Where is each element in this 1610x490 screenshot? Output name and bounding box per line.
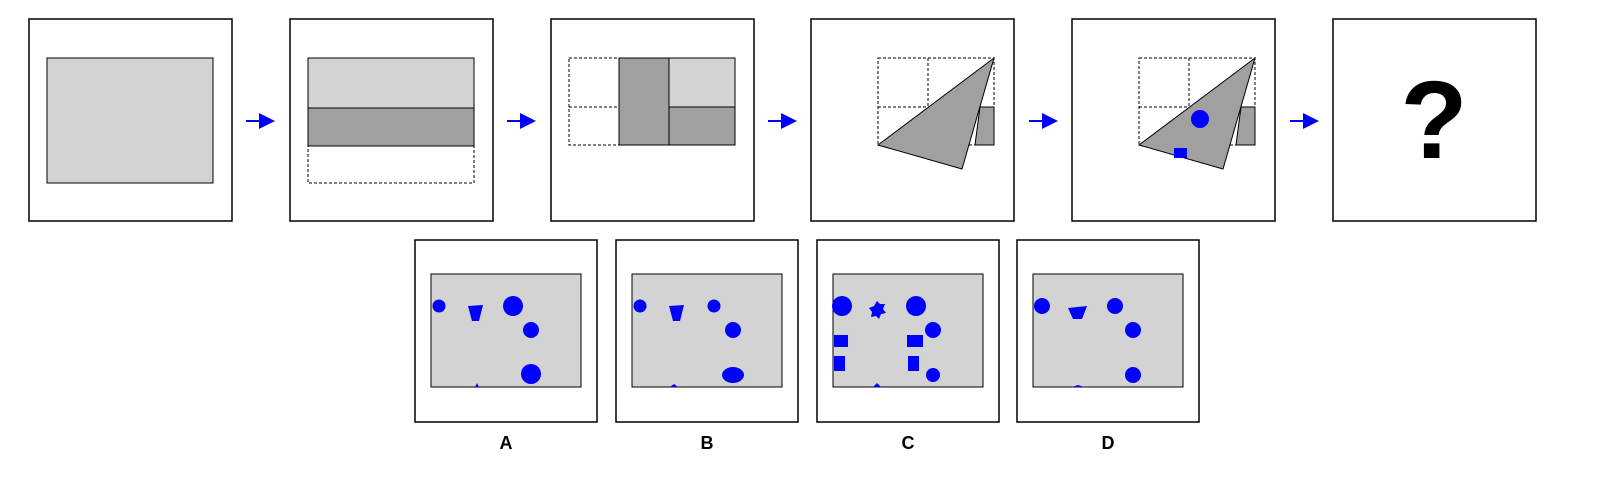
hole-star — [869, 301, 886, 319]
hole-circle — [523, 322, 539, 338]
option-label: D — [1102, 433, 1115, 453]
fold-outline-dashed — [307, 145, 475, 184]
paper-top-section — [307, 57, 475, 109]
step-1-panel — [28, 18, 233, 222]
option-a[interactable]: A — [414, 239, 598, 453]
hole-circle — [832, 296, 852, 316]
hole-circle — [1125, 322, 1141, 338]
step-3-panel — [550, 18, 755, 222]
hole-square — [908, 356, 919, 371]
option-b[interactable]: B — [615, 239, 799, 453]
hole-square — [1174, 148, 1187, 158]
hole-circle — [1034, 298, 1050, 314]
question-panel: ? — [1332, 18, 1537, 222]
step-5-panel — [1071, 18, 1276, 222]
paper-sheet — [430, 273, 582, 388]
paper-sheet — [1032, 273, 1184, 388]
option-label: A — [500, 433, 513, 453]
hole-circle — [432, 299, 446, 313]
hole-circle — [1125, 367, 1141, 383]
folded-section — [307, 107, 475, 147]
hole-trapezoid — [669, 305, 684, 321]
folded-triangle — [876, 56, 995, 170]
hole-circle — [1107, 298, 1123, 314]
hole-circle — [906, 296, 926, 316]
hole-fragment — [873, 383, 881, 387]
option-label: B — [701, 433, 714, 453]
hole-fragment — [475, 383, 479, 387]
option-d[interactable]: D — [1016, 239, 1200, 453]
paper-top-section — [668, 57, 736, 108]
hole-fragment — [670, 384, 678, 387]
hole-square — [907, 335, 923, 347]
panel-frame — [1332, 18, 1537, 222]
option-label: C — [902, 433, 915, 453]
step-2-panel — [289, 18, 494, 222]
folded-section — [1235, 106, 1256, 146]
hole-circle — [725, 322, 741, 338]
hole-square — [834, 356, 845, 371]
hole-circle — [707, 299, 721, 313]
fold-outline-dashed — [568, 57, 620, 146]
option-c[interactable]: C — [816, 239, 1000, 453]
folded-section — [668, 106, 736, 146]
hole-fragment — [1072, 385, 1084, 387]
hole-square — [834, 335, 848, 347]
folded-section — [974, 106, 995, 146]
hole-trapezoid — [468, 305, 483, 321]
hole-circle — [633, 299, 647, 313]
hole-circle — [503, 296, 523, 316]
paper-sheet — [631, 273, 783, 388]
hole-ellipse — [722, 367, 744, 383]
paper-sheet — [46, 57, 214, 184]
hole-circle — [521, 364, 541, 384]
hole-circle — [1191, 110, 1209, 128]
hole-circle — [926, 368, 940, 382]
hole-trapezoid — [1068, 306, 1087, 319]
question-mark: ? — [1400, 59, 1467, 182]
folded-section — [618, 57, 670, 146]
step-4-panel — [810, 18, 1015, 222]
hole-circle — [925, 322, 941, 338]
